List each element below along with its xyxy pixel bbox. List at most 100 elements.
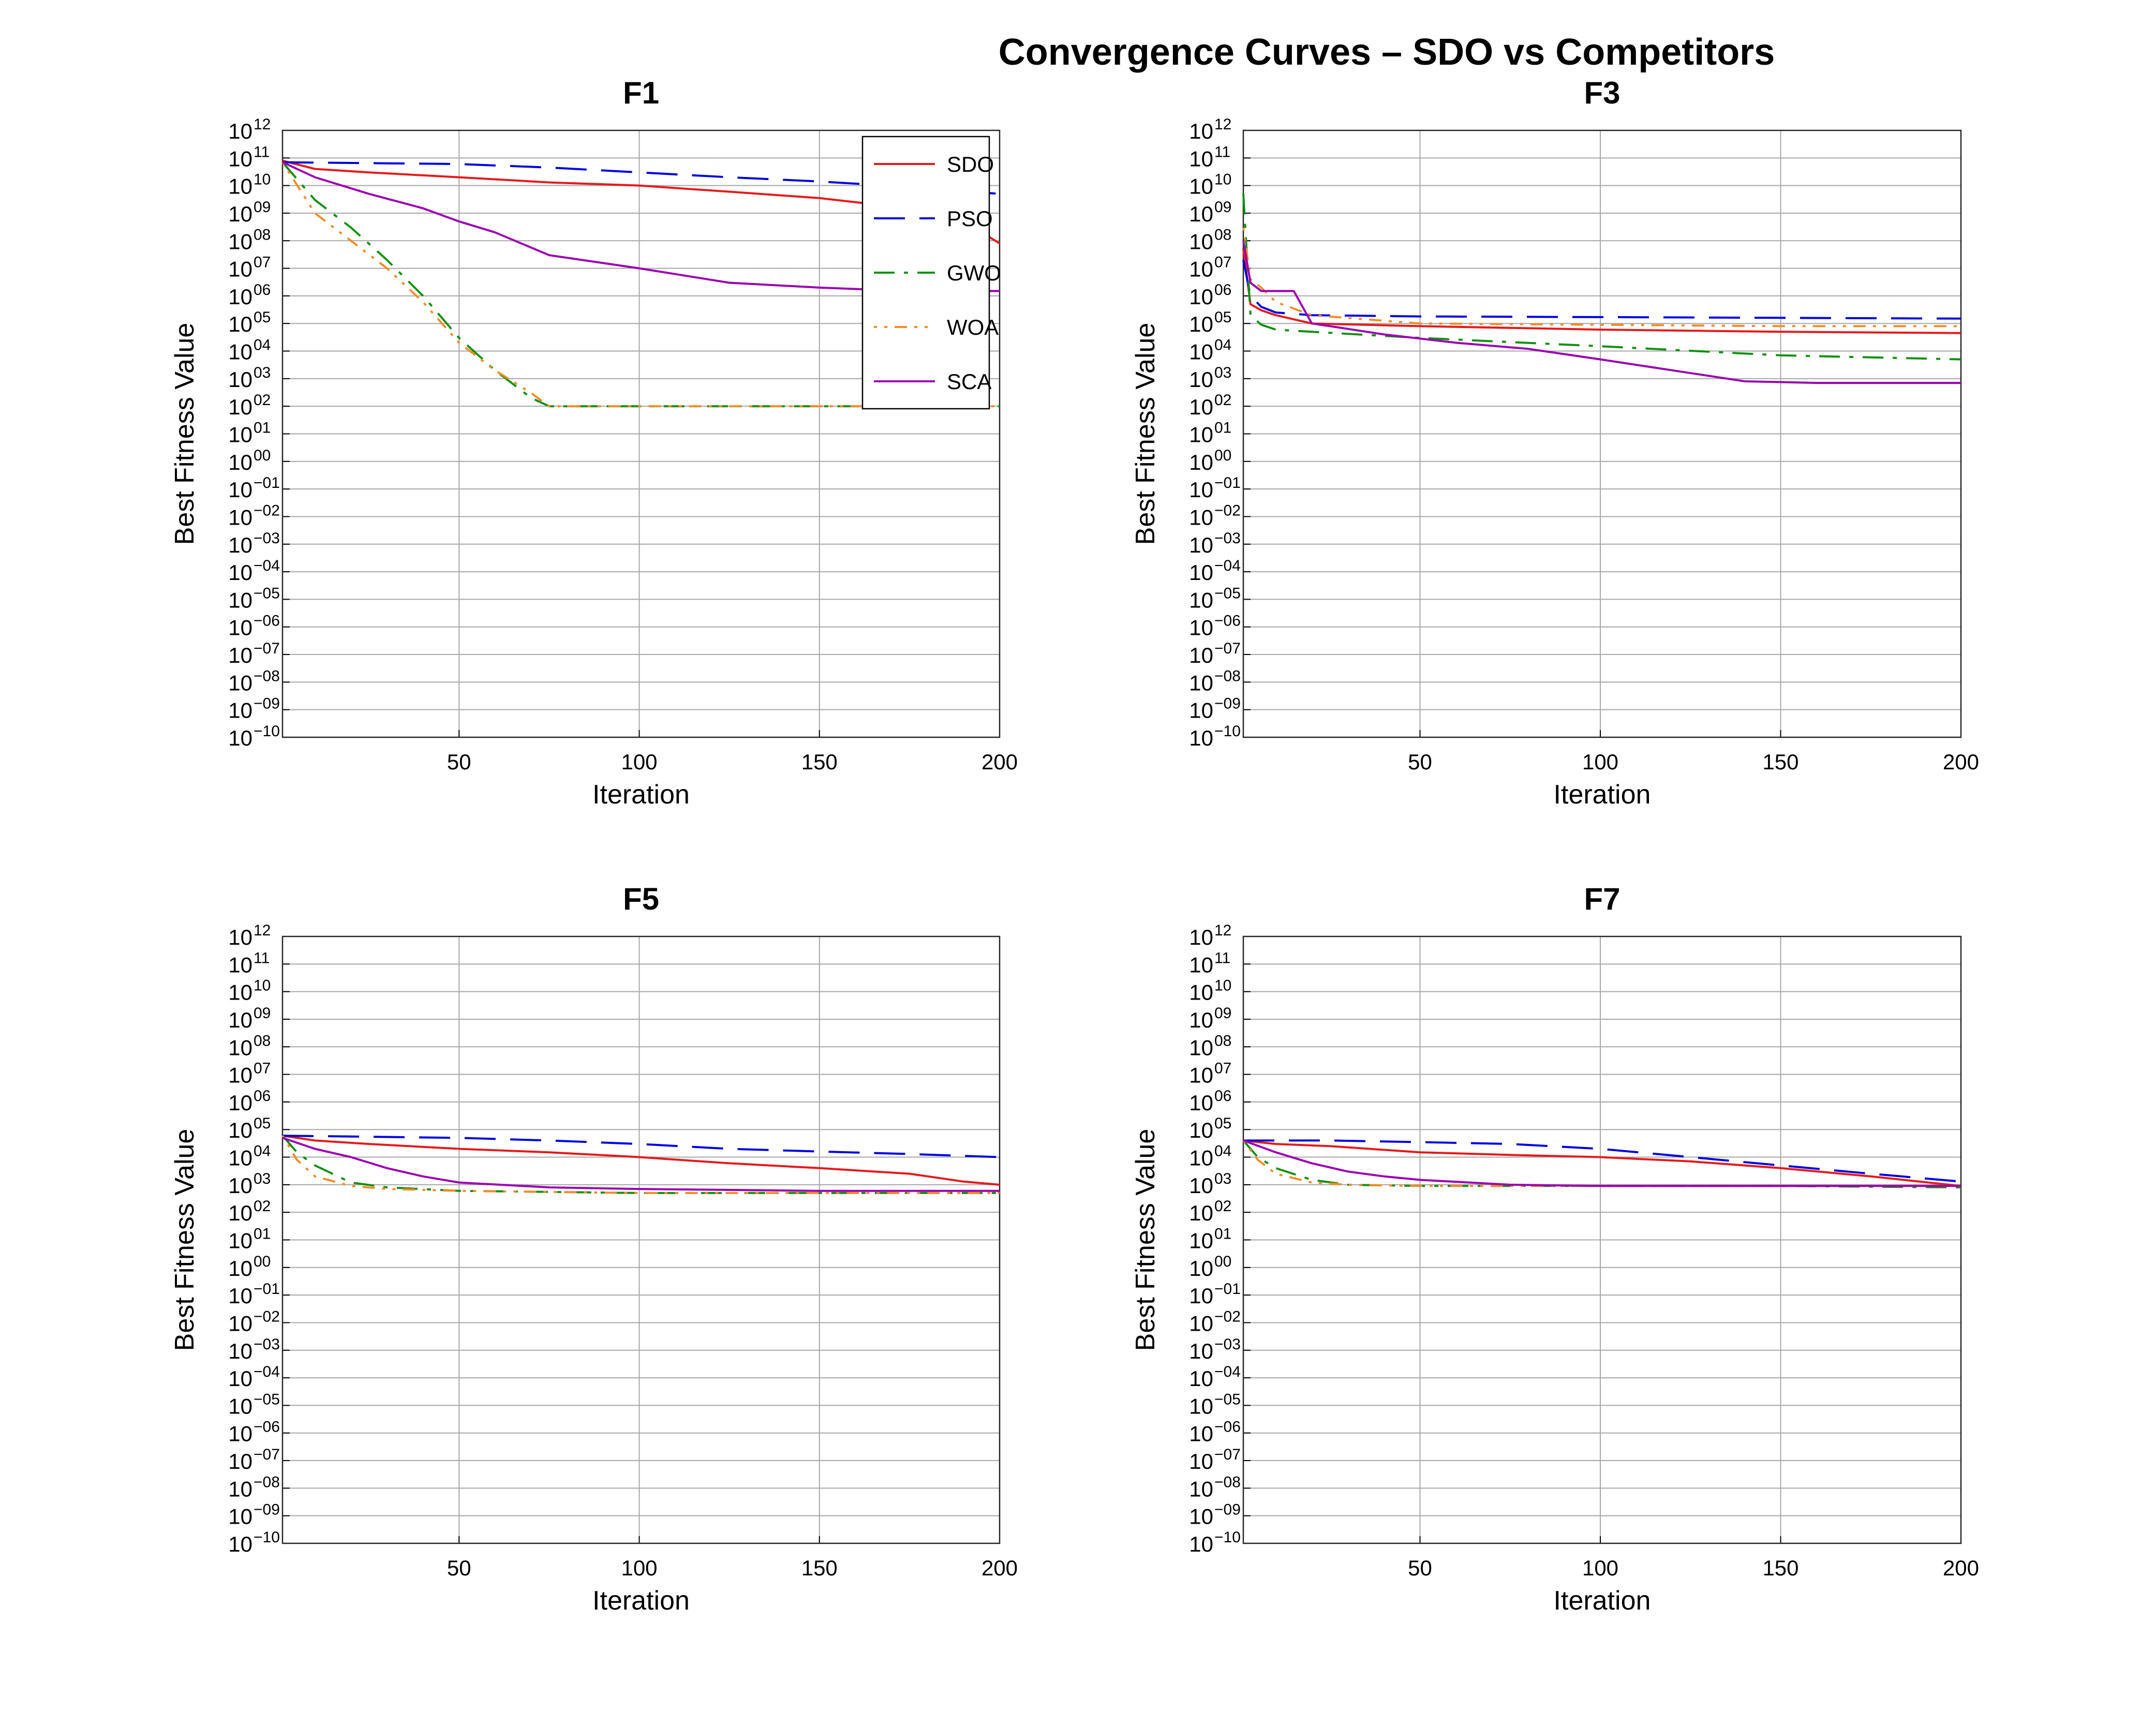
y-tick-exponent: 10 (1214, 171, 1231, 188)
y-tick-label: 10 (228, 505, 252, 529)
y-tick-exponent: 08 (254, 1032, 271, 1049)
y-tick-exponent: 00 (1214, 447, 1231, 464)
y-tick-label: 10 (1189, 119, 1213, 143)
y-tick-exponent: 01 (1214, 420, 1231, 437)
series-line-sca (1242, 240, 1961, 384)
y-tick-label: 10 (1189, 1146, 1213, 1170)
y-tick-label: 10 (1189, 1422, 1213, 1446)
y-tick-label: 10 (1189, 1366, 1213, 1391)
y-tick-label: 10 (228, 616, 252, 640)
series-line-sdo (1243, 1139, 1961, 1187)
y-tick-exponent: −02 (1214, 502, 1241, 519)
y-tick-label: 10 (228, 146, 252, 171)
series-line-sdo (282, 1135, 1000, 1186)
x-tick-label: 50 (1408, 750, 1432, 774)
y-tick-exponent: −01 (1214, 474, 1241, 492)
y-tick-exponent: 06 (254, 281, 271, 299)
y-tick-exponent: −10 (254, 1529, 280, 1546)
y-tick-exponent: −07 (254, 640, 280, 657)
y-tick-label: 10 (1189, 340, 1213, 364)
y-tick-exponent: −05 (1214, 1391, 1241, 1408)
series-line-gwo (281, 1135, 1000, 1194)
y-tick-exponent: 12 (254, 922, 271, 939)
y-tick-label: 10 (1189, 560, 1213, 585)
x-tick-label: 150 (801, 750, 838, 774)
series-line-sca (282, 161, 1000, 292)
y-tick-label: 10 (1189, 698, 1213, 723)
y-tick-label: 10 (228, 533, 252, 557)
y-tick-exponent: 02 (1214, 392, 1231, 409)
y-tick-exponent: 05 (254, 1115, 271, 1132)
y-tick-exponent: −03 (1214, 1336, 1241, 1353)
x-axis-label: Iteration (1554, 1586, 1651, 1616)
y-tick-label: 10 (228, 1063, 252, 1088)
y-tick-exponent: −07 (1214, 1446, 1241, 1463)
y-tick-exponent: −03 (254, 530, 280, 547)
y-tick-exponent: 04 (254, 1143, 271, 1160)
y-tick-exponent: 04 (1214, 1143, 1231, 1160)
y-tick-exponent: 11 (254, 143, 270, 160)
y-tick-label: 10 (228, 285, 252, 309)
y-tick-exponent: −10 (254, 723, 280, 740)
y-tick-exponent: 02 (1214, 1198, 1231, 1215)
y-tick-label: 10 (1189, 1229, 1213, 1253)
y-tick-label: 10 (1189, 533, 1213, 557)
x-tick-label: 200 (982, 1556, 1018, 1580)
y-tick-label: 10 (228, 1366, 252, 1391)
y-tick-exponent: 12 (1214, 116, 1231, 133)
y-tick-label: 10 (228, 423, 252, 447)
y-tick-label: 10 (228, 1284, 252, 1308)
y-tick-label: 10 (228, 980, 252, 1005)
y-tick-label: 10 (228, 174, 252, 199)
y-tick-exponent: −09 (254, 1501, 280, 1518)
y-tick-exponent: 00 (254, 447, 271, 464)
y-tick-label: 10 (1189, 450, 1213, 474)
y-tick-exponent: 05 (254, 309, 271, 326)
y-tick-exponent: −08 (254, 1473, 280, 1491)
y-tick-label: 10 (228, 1532, 252, 1556)
y-tick-exponent: −02 (254, 502, 280, 519)
y-tick-exponent: 03 (254, 1170, 271, 1187)
y-tick-exponent: 06 (1214, 281, 1231, 299)
y-tick-exponent: −04 (254, 557, 280, 574)
x-tick-label: 150 (1762, 1556, 1798, 1580)
y-tick-exponent: −04 (1214, 557, 1241, 574)
y-tick-label: 10 (228, 1449, 252, 1473)
y-tick-label: 10 (1189, 1339, 1213, 1363)
series-line-pso (1242, 260, 1961, 320)
y-tick-label: 10 (1189, 1201, 1213, 1225)
y-tick-exponent: 09 (254, 1005, 271, 1022)
y-tick-label: 10 (228, 1505, 252, 1529)
legend-label-pso: PSO (947, 206, 993, 231)
y-tick-exponent: 07 (254, 254, 271, 271)
y-tick-exponent: 07 (1214, 254, 1231, 271)
y-tick-exponent: 11 (1214, 949, 1230, 966)
y-tick-label: 10 (1189, 616, 1213, 640)
y-tick-exponent: −08 (1214, 1473, 1241, 1491)
legend-label-gwo: GWO (947, 261, 1001, 285)
series-line-sca (1243, 1139, 1961, 1187)
y-tick-exponent: −02 (1214, 1308, 1241, 1325)
y-tick-exponent: 05 (1214, 1115, 1231, 1132)
y-tick-label: 10 (1189, 1256, 1213, 1281)
y-tick-label: 10 (228, 450, 252, 474)
y-tick-label: 10 (228, 1035, 252, 1060)
y-tick-exponent: −05 (254, 585, 280, 602)
y-tick-exponent: 01 (254, 420, 271, 437)
y-tick-label: 10 (1189, 505, 1213, 529)
y-tick-label: 10 (228, 588, 252, 612)
y-tick-label: 10 (1189, 1477, 1213, 1501)
y-tick-label: 10 (1189, 146, 1213, 171)
legend-label-sdo: SDO (947, 152, 994, 176)
y-tick-exponent: −07 (1214, 640, 1241, 657)
y-tick-exponent: −01 (254, 474, 280, 492)
x-tick-label: 200 (1943, 750, 1979, 774)
x-tick-label: 100 (1582, 1556, 1618, 1580)
y-tick-exponent: 09 (254, 199, 271, 216)
axes-frame (1242, 129, 1962, 738)
panel-title: F3 (1584, 76, 1620, 110)
y-tick-exponent: −04 (1214, 1363, 1241, 1380)
y-tick-label: 10 (1189, 395, 1213, 419)
